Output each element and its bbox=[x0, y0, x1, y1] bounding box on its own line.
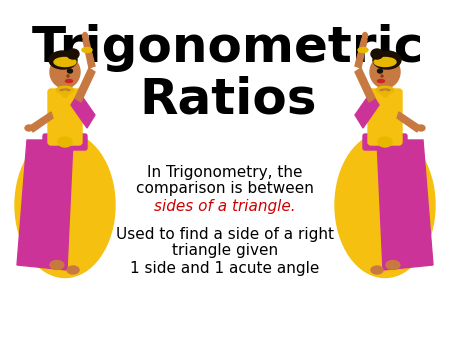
Ellipse shape bbox=[380, 85, 390, 95]
FancyBboxPatch shape bbox=[368, 89, 402, 145]
Ellipse shape bbox=[374, 57, 396, 67]
Ellipse shape bbox=[371, 266, 383, 274]
Ellipse shape bbox=[82, 48, 92, 52]
Text: comparison is between: comparison is between bbox=[136, 182, 314, 196]
Ellipse shape bbox=[382, 91, 388, 97]
Ellipse shape bbox=[66, 79, 72, 82]
Ellipse shape bbox=[25, 125, 33, 131]
Polygon shape bbox=[355, 92, 379, 128]
Ellipse shape bbox=[54, 57, 76, 67]
Ellipse shape bbox=[82, 32, 87, 40]
Ellipse shape bbox=[370, 56, 400, 88]
Text: triangle given: triangle given bbox=[172, 243, 278, 259]
Ellipse shape bbox=[363, 32, 368, 40]
Polygon shape bbox=[377, 140, 433, 270]
Text: Used to find a side of a right: Used to find a side of a right bbox=[116, 226, 334, 241]
Text: sides of a triangle.: sides of a triangle. bbox=[154, 198, 296, 214]
Ellipse shape bbox=[358, 48, 368, 52]
Polygon shape bbox=[355, 68, 375, 102]
Ellipse shape bbox=[378, 79, 384, 82]
Polygon shape bbox=[75, 68, 95, 102]
Ellipse shape bbox=[60, 85, 70, 95]
Text: 1 side and 1 acute angle: 1 side and 1 acute angle bbox=[130, 261, 320, 275]
Polygon shape bbox=[355, 38, 367, 68]
Ellipse shape bbox=[371, 49, 383, 59]
Ellipse shape bbox=[417, 125, 425, 131]
Polygon shape bbox=[71, 92, 95, 128]
Ellipse shape bbox=[49, 51, 77, 69]
Ellipse shape bbox=[58, 137, 72, 147]
FancyBboxPatch shape bbox=[363, 134, 407, 150]
Ellipse shape bbox=[67, 266, 79, 274]
Ellipse shape bbox=[378, 137, 392, 147]
Polygon shape bbox=[30, 112, 53, 132]
Ellipse shape bbox=[335, 132, 435, 277]
Ellipse shape bbox=[50, 56, 80, 88]
Ellipse shape bbox=[50, 261, 64, 269]
Ellipse shape bbox=[381, 75, 383, 77]
Ellipse shape bbox=[386, 261, 400, 269]
Polygon shape bbox=[17, 140, 73, 270]
Polygon shape bbox=[397, 112, 420, 132]
Text: In Trigonometry, the: In Trigonometry, the bbox=[147, 165, 303, 179]
Ellipse shape bbox=[373, 51, 401, 69]
Polygon shape bbox=[83, 38, 95, 68]
Text: Ratios: Ratios bbox=[139, 76, 317, 124]
FancyBboxPatch shape bbox=[48, 89, 82, 145]
Ellipse shape bbox=[67, 49, 79, 59]
Ellipse shape bbox=[68, 69, 72, 73]
Ellipse shape bbox=[62, 91, 68, 97]
Ellipse shape bbox=[67, 75, 69, 77]
FancyBboxPatch shape bbox=[43, 134, 87, 150]
Ellipse shape bbox=[378, 69, 382, 73]
Ellipse shape bbox=[15, 132, 115, 277]
Text: Trigonometric: Trigonometric bbox=[32, 24, 424, 72]
